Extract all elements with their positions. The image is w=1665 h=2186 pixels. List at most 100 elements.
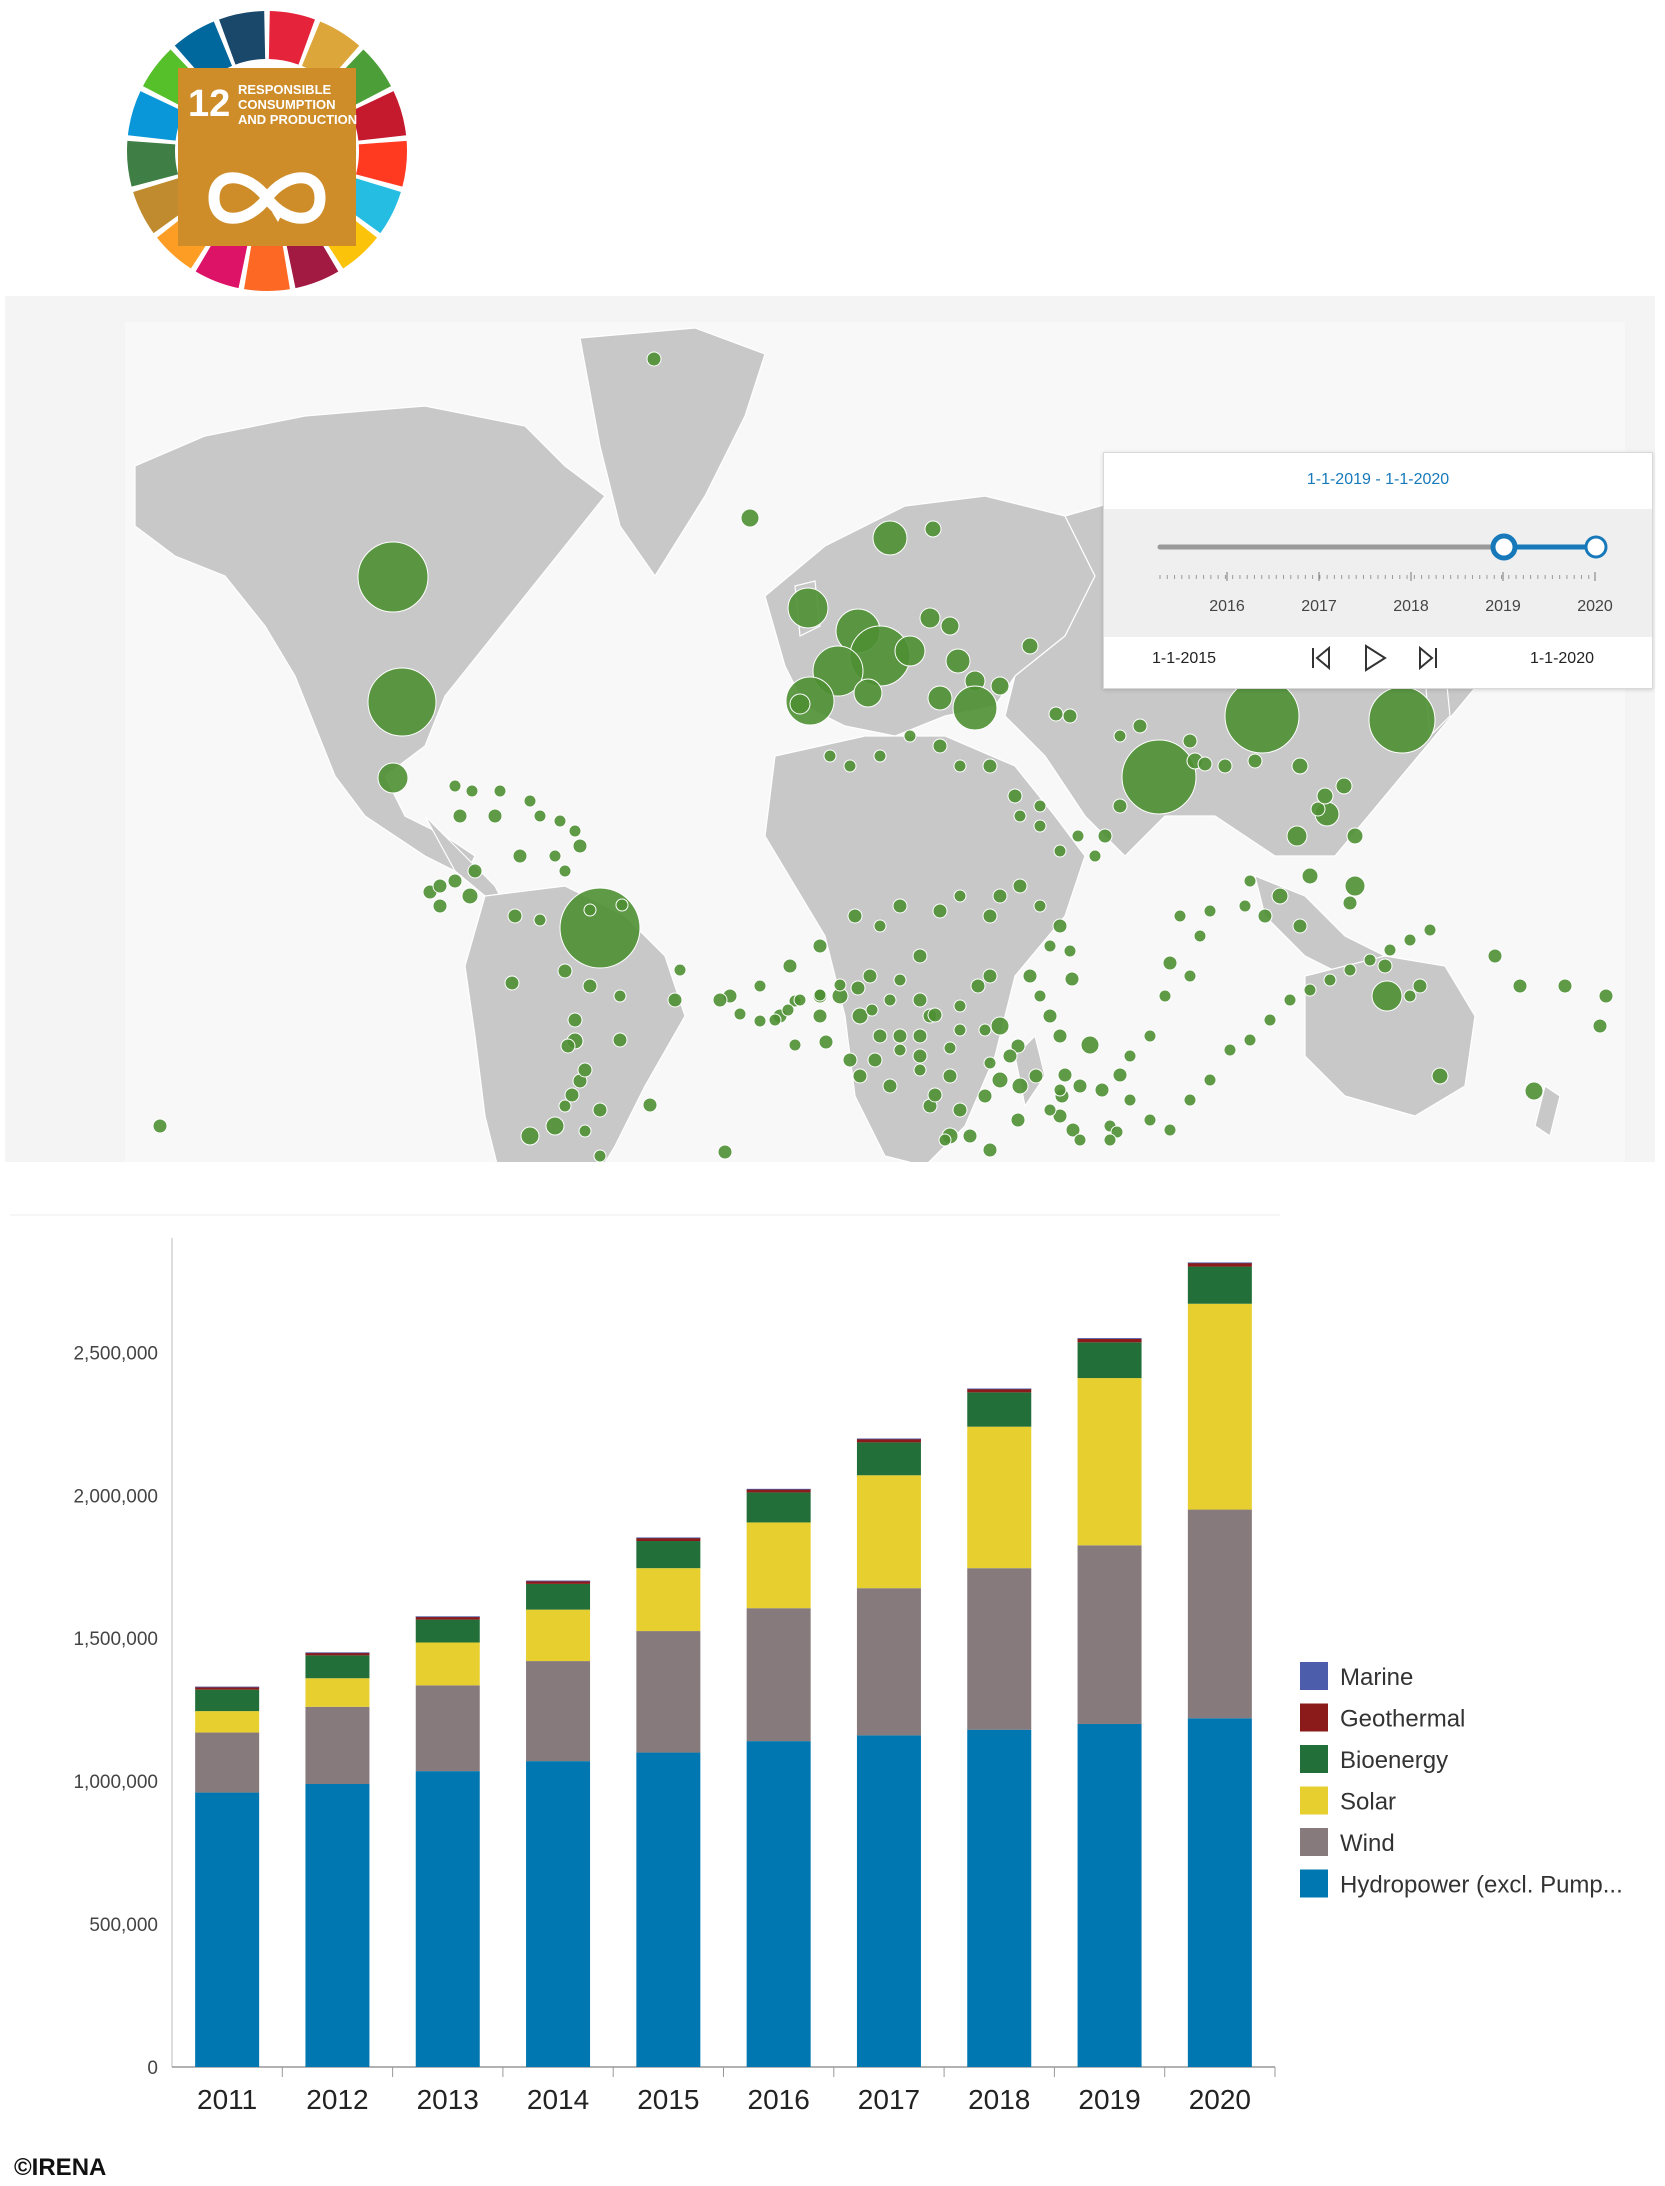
country-bubble[interactable] <box>447 873 463 889</box>
country-bubble[interactable] <box>642 1097 658 1113</box>
country-bubble[interactable] <box>982 1142 998 1158</box>
country-bubble[interactable] <box>533 913 547 927</box>
country-bubble[interactable] <box>978 1023 992 1037</box>
country-bubble[interactable] <box>1010 1038 1026 1054</box>
country-bubble[interactable] <box>1257 908 1273 924</box>
country-bubble[interactable] <box>872 520 908 556</box>
country-bubble[interactable] <box>1371 980 1403 1012</box>
country-bubble[interactable] <box>1007 788 1023 804</box>
country-bubble[interactable] <box>1063 944 1077 958</box>
country-bubble[interactable] <box>990 676 1010 696</box>
country-bubble[interactable] <box>872 1028 888 1044</box>
country-bubble[interactable] <box>943 1041 957 1055</box>
country-bubble[interactable] <box>1042 1008 1058 1024</box>
country-bubble[interactable] <box>842 1052 858 1068</box>
country-bubble[interactable] <box>558 864 572 878</box>
country-bubble[interactable] <box>1173 909 1187 923</box>
country-bubble[interactable] <box>1377 958 1393 974</box>
country-bubble[interactable] <box>548 849 562 863</box>
country-bubble[interactable] <box>883 993 897 1007</box>
country-bubble[interactable] <box>992 888 1008 904</box>
country-bubble[interactable] <box>733 1007 747 1021</box>
country-bubble[interactable] <box>1183 969 1197 983</box>
country-bubble[interactable] <box>953 759 967 773</box>
country-bubble[interactable] <box>977 1088 993 1104</box>
country-bubble[interactable] <box>712 992 728 1008</box>
country-bubble[interactable] <box>1557 978 1573 994</box>
country-bubble[interactable] <box>1013 809 1027 823</box>
country-bubble[interactable] <box>833 978 847 992</box>
country-bubble[interactable] <box>812 938 828 954</box>
country-bubble[interactable] <box>1011 1077 1029 1095</box>
country-bubble[interactable] <box>942 1068 958 1084</box>
country-bubble[interactable] <box>1052 1108 1068 1124</box>
country-bubble[interactable] <box>504 975 520 991</box>
country-bubble[interactable] <box>613 989 627 1003</box>
country-bubble[interactable] <box>432 898 448 914</box>
country-bubble[interactable] <box>557 963 573 979</box>
country-bubble[interactable] <box>1071 829 1085 843</box>
country-bubble[interactable] <box>1524 1081 1544 1101</box>
country-bubble[interactable] <box>843 759 857 773</box>
country-bubble[interactable] <box>615 898 629 912</box>
country-bubble[interactable] <box>787 587 829 629</box>
country-bubble[interactable] <box>667 992 683 1008</box>
country-bubble[interactable] <box>568 824 582 838</box>
country-bubble[interactable] <box>812 1008 828 1024</box>
country-bubble[interactable] <box>572 838 588 854</box>
timeline-slider[interactable]: 2016 2017 2018 2019 2020 <box>1104 509 1652 637</box>
country-bubble[interactable] <box>465 784 479 798</box>
country-bubble[interactable] <box>788 1038 802 1052</box>
country-bubble[interactable] <box>1598 988 1614 1004</box>
country-bubble[interactable] <box>1048 706 1064 722</box>
country-bubble[interactable] <box>1112 798 1128 814</box>
country-bubble[interactable] <box>1203 1073 1217 1087</box>
country-bubble[interactable] <box>567 1012 583 1028</box>
country-bubble[interactable] <box>927 1007 943 1023</box>
country-bubble[interactable] <box>1028 1068 1044 1084</box>
country-bubble[interactable] <box>520 1126 540 1146</box>
country-bubble[interactable] <box>952 685 998 731</box>
country-bubble[interactable] <box>1143 1029 1157 1043</box>
country-bubble[interactable] <box>912 1028 928 1044</box>
country-bubble[interactable] <box>578 1124 592 1138</box>
country-bubble[interactable] <box>753 1014 767 1028</box>
country-bubble[interactable] <box>1162 955 1178 971</box>
country-bubble[interactable] <box>1072 1078 1088 1094</box>
country-bubble[interactable] <box>512 848 528 864</box>
country-bubble[interactable] <box>1123 1049 1137 1063</box>
country-bubble[interactable] <box>448 779 462 793</box>
country-bubble[interactable] <box>1335 777 1353 795</box>
country-bubble[interactable] <box>1064 971 1080 987</box>
country-bubble[interactable] <box>507 908 523 924</box>
country-bubble[interactable] <box>577 1062 593 1078</box>
country-bubble[interactable] <box>1053 844 1067 858</box>
country-bubble[interactable] <box>1291 757 1309 775</box>
country-bubble[interactable] <box>962 1128 978 1144</box>
country-bubble[interactable] <box>1123 1093 1137 1107</box>
country-bubble[interactable] <box>924 520 942 538</box>
country-bubble[interactable] <box>1217 758 1233 774</box>
country-bubble[interactable] <box>873 749 887 763</box>
country-bubble[interactable] <box>893 973 907 987</box>
country-bubble[interactable] <box>982 968 998 984</box>
country-bubble[interactable] <box>1163 1123 1177 1137</box>
country-bubble[interactable] <box>892 898 908 914</box>
country-bubble[interactable] <box>377 762 409 794</box>
country-bubble[interactable] <box>938 1133 952 1147</box>
country-bubble[interactable] <box>612 1032 628 1048</box>
country-bubble[interactable] <box>1431 1067 1449 1085</box>
world-map[interactable] <box>5 296 1655 1162</box>
country-bubble[interactable] <box>982 908 998 924</box>
country-bubble[interactable] <box>912 1048 928 1064</box>
country-bubble[interactable] <box>1197 756 1213 772</box>
country-bubble[interactable] <box>882 1078 898 1094</box>
country-bubble[interactable] <box>1065 1122 1081 1138</box>
country-bubble[interactable] <box>847 908 863 924</box>
country-bubble[interactable] <box>789 693 811 715</box>
country-bubble[interactable] <box>582 978 598 994</box>
country-bubble[interactable] <box>1103 1133 1117 1147</box>
country-bubble[interactable] <box>1303 983 1317 997</box>
country-bubble[interactable] <box>753 979 767 993</box>
country-bubble[interactable] <box>432 878 448 894</box>
